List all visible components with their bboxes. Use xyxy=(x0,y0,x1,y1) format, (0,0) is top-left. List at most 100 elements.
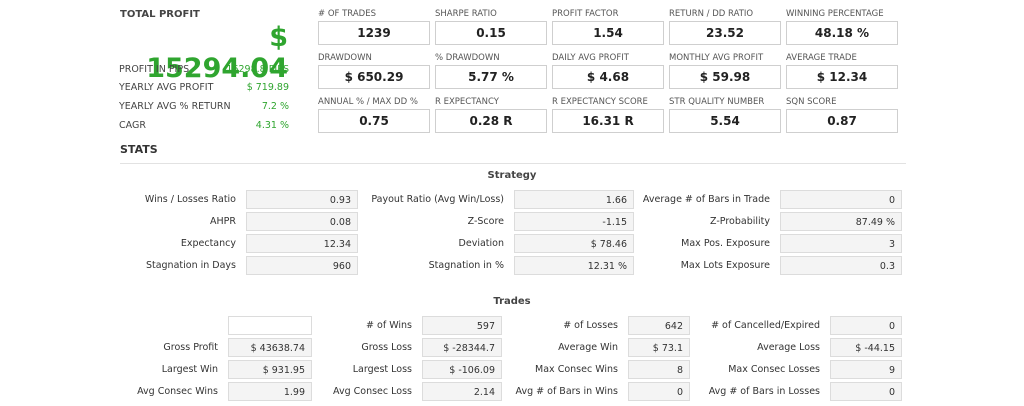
trade-value: $ -106.09 xyxy=(422,360,502,379)
stat-value: 3 xyxy=(780,234,902,253)
metric-r-expectancy-score: R EXPECTANCY SCORE 16.31 R xyxy=(552,96,664,133)
metric-pct-drawdown: % DRAWDOWN 5.77 % xyxy=(435,52,547,89)
stat-value: 0.08 xyxy=(246,212,358,231)
trade-label: Avg # of Bars in Wins xyxy=(515,386,618,397)
metric-label: # OF TRADES xyxy=(318,9,376,19)
trades-title: Trades xyxy=(493,296,531,307)
total-profit-label: TOTAL PROFIT xyxy=(120,9,200,20)
trade-value: $ -28344.7 xyxy=(422,338,502,357)
trade-label: Largest Win xyxy=(161,364,218,375)
trade-label: Avg Consec Wins xyxy=(137,386,218,397)
metric-label: % DRAWDOWN xyxy=(435,53,500,63)
summary-row-cagr: CAGR 4.31 % xyxy=(119,116,289,134)
total-profit-value: $ 15294.04 xyxy=(146,22,288,84)
metric-profit-factor: PROFIT FACTOR 1.54 xyxy=(552,8,664,45)
metric-annual-max-dd: ANNUAL % / MAX DD % 0.75 xyxy=(318,96,430,133)
stat-value: 12.34 xyxy=(246,234,358,253)
metric-label: R EXPECTANCY xyxy=(435,97,499,107)
metric-return-dd: RETURN / DD RATIO 23.52 xyxy=(669,8,781,45)
stat-label: Expectancy xyxy=(180,238,236,249)
metric-label: RETURN / DD RATIO xyxy=(669,9,754,19)
trade-label: Average Loss xyxy=(757,342,820,353)
metric-value: $ 4.68 xyxy=(552,65,664,89)
metric-sqn-score: SQN SCORE 0.87 xyxy=(786,96,898,133)
stat-value: -1.15 xyxy=(514,212,634,231)
trade-value: 1.99 xyxy=(228,382,312,401)
divider xyxy=(120,163,906,164)
metric-value: 23.52 xyxy=(669,21,781,45)
trade-value: 2.14 xyxy=(422,382,502,401)
metric-value: 1.54 xyxy=(552,21,664,45)
trade-label: Max Consec Losses xyxy=(728,364,820,375)
metric-winning-pct: WINNING PERCENTAGE 48.18 % xyxy=(786,8,898,45)
stat-label: Z-Probability xyxy=(710,216,770,227)
stat-value: 0 xyxy=(780,190,902,209)
stat-label: Deviation xyxy=(458,238,504,249)
metric-value: $ 12.34 xyxy=(786,65,898,89)
strategy-title: Strategy xyxy=(487,170,537,181)
trade-value: 0 xyxy=(830,316,902,335)
stat-value: 960 xyxy=(246,256,358,275)
metric-value: 0.87 xyxy=(786,109,898,133)
metric-value: 48.18 % xyxy=(786,21,898,45)
trade-value: 597 xyxy=(422,316,502,335)
metric-label: PROFIT FACTOR xyxy=(552,9,619,19)
trade-label: Gross Loss xyxy=(361,342,412,353)
trade-value: 8 xyxy=(628,360,690,379)
trade-label: # of Wins xyxy=(366,320,412,331)
stat-label: Average # of Bars in Trade xyxy=(642,194,770,205)
metric-value: 1239 xyxy=(318,21,430,45)
trade-label: Avg Consec Loss xyxy=(333,386,412,397)
metric-label: SQN SCORE xyxy=(786,97,837,107)
trade-label: Gross Profit xyxy=(163,342,218,353)
metric-label: R EXPECTANCY SCORE xyxy=(552,97,648,107)
metric-label: ANNUAL % / MAX DD % xyxy=(318,97,418,107)
metric-label: MONTHLY AVG PROFIT xyxy=(669,53,764,63)
metric-sharpe: SHARPE RATIO 0.15 xyxy=(435,8,547,45)
metric-label: DRAWDOWN xyxy=(318,53,372,63)
stat-value: 87.49 % xyxy=(780,212,902,231)
summary-row-value: 4.31 % xyxy=(255,119,289,131)
summary-row-yearly-avg-profit: YEARLY AVG PROFIT $ 719.89 xyxy=(119,78,289,96)
summary-row-label: YEARLY AVG PROFIT xyxy=(119,81,214,93)
metric-label: WINNING PERCENTAGE xyxy=(786,9,884,19)
metric-value: 16.31 R xyxy=(552,109,664,133)
trade-value: $ -44.15 xyxy=(830,338,902,357)
summary-row-label: YEARLY AVG % RETURN xyxy=(119,100,231,112)
trade-label: Largest Loss xyxy=(352,364,412,375)
stats-title: STATS xyxy=(120,143,158,156)
metric-value: 5.54 xyxy=(669,109,781,133)
trade-value: $ 931.95 xyxy=(228,360,312,379)
metric-value: $ 650.29 xyxy=(318,65,430,89)
metric-label: DAILY AVG PROFIT xyxy=(552,53,629,63)
summary-row-value: 16298.8 PIPS xyxy=(226,63,289,75)
metric-drawdown: DRAWDOWN $ 650.29 xyxy=(318,52,430,89)
metric-daily-avg-profit: DAILY AVG PROFIT $ 4.68 xyxy=(552,52,664,89)
trade-label: Avg # of Bars in Losses xyxy=(708,386,820,397)
trade-label: # of Losses xyxy=(563,320,618,331)
trade-label xyxy=(60,316,218,336)
summary-row-label: CAGR xyxy=(119,119,146,131)
stat-label: Wins / Losses Ratio xyxy=(144,194,236,205)
metric-monthly-avg-profit: MONTHLY AVG PROFIT $ 59.98 xyxy=(669,52,781,89)
trade-value: 9 xyxy=(830,360,902,379)
stat-value: 12.31 % xyxy=(514,256,634,275)
trade-value-blank xyxy=(228,316,312,335)
metric-average-trade: AVERAGE TRADE $ 12.34 xyxy=(786,52,898,89)
trade-label: # of Cancelled/Expired xyxy=(711,320,820,331)
stat-label: Stagnation in Days xyxy=(145,260,236,271)
metric-str-quality: STR QUALITY NUMBER 5.54 xyxy=(669,96,781,133)
stat-label: Payout Ratio (Avg Win/Loss) xyxy=(371,194,504,205)
metric-trades: # OF TRADES 1239 xyxy=(318,8,430,45)
trade-value: 642 xyxy=(628,316,690,335)
metric-label: STR QUALITY NUMBER xyxy=(669,97,765,107)
summary-row-label: PROFIT IN PIPS xyxy=(119,63,190,75)
stat-value: 0.93 xyxy=(246,190,358,209)
metric-label: SHARPE RATIO xyxy=(435,9,497,19)
stat-label: Max Lots Exposure xyxy=(680,260,770,271)
trade-label: Average Win xyxy=(558,342,618,353)
summary-row-yearly-avg-return: YEARLY AVG % RETURN 7.2 % xyxy=(119,97,289,115)
stat-label: AHPR xyxy=(210,216,236,227)
metric-value: 5.77 % xyxy=(435,65,547,89)
stat-value: $ 78.46 xyxy=(514,234,634,253)
